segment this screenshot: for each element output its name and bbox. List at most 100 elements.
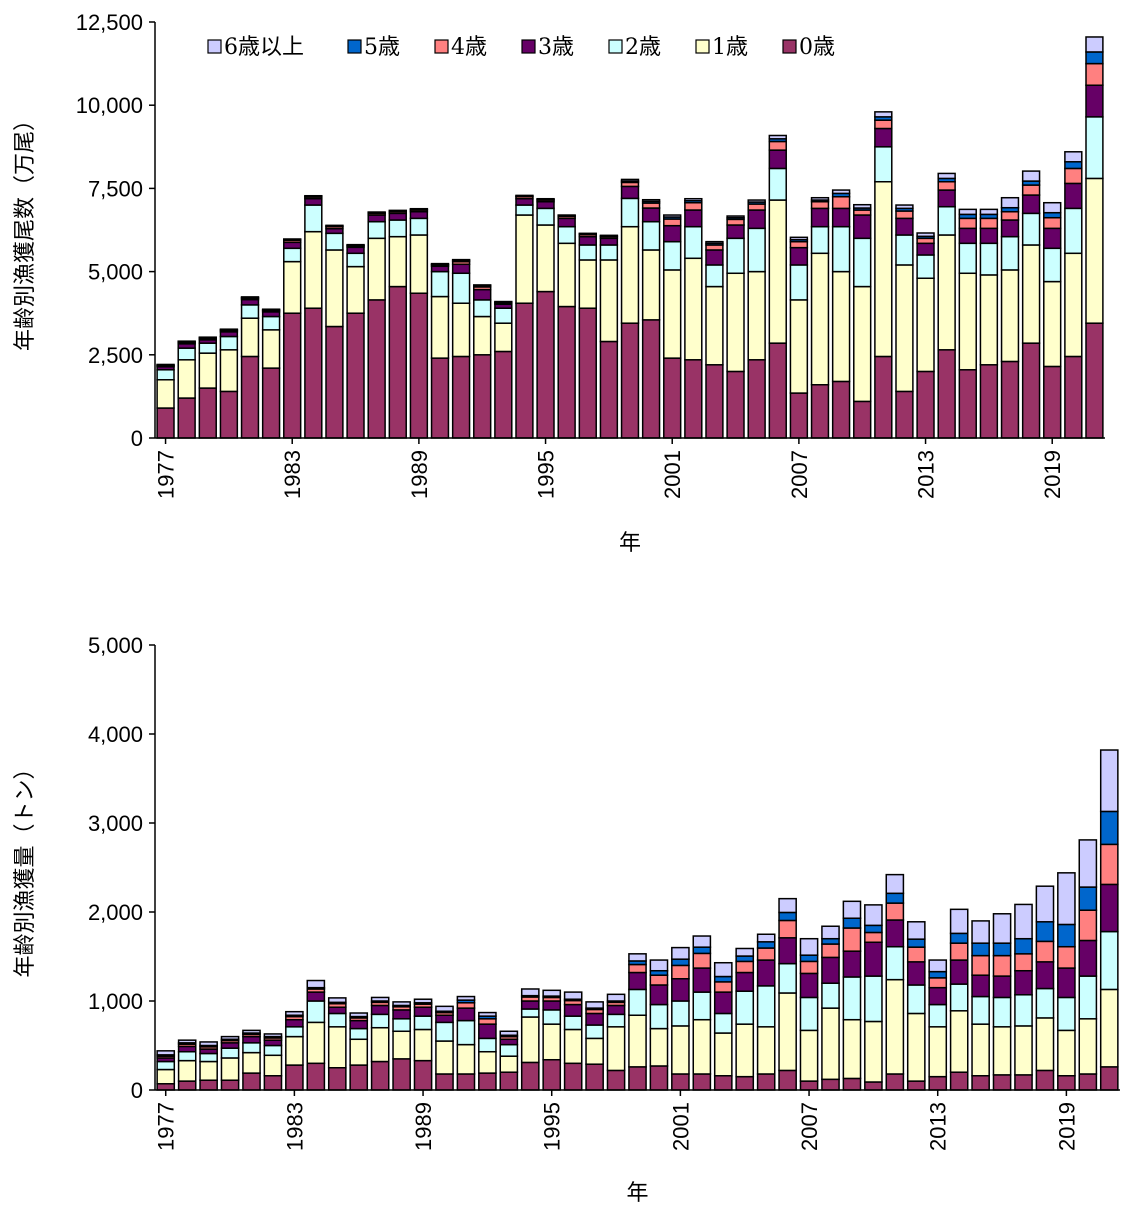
bar-segment: [684, 197, 703, 202]
bar-segment: [885, 1073, 905, 1091]
bar-segment: [1064, 151, 1083, 163]
bar-segment: [1000, 219, 1020, 238]
bar-segment: [810, 207, 830, 228]
bar-segment: [451, 302, 471, 358]
bar-segment: [692, 935, 712, 948]
bar-segment: [306, 1021, 326, 1065]
bar-segment: [756, 933, 776, 943]
bar-segment: [219, 335, 239, 351]
bar-segment: [916, 232, 935, 238]
bar-segment: [304, 307, 323, 439]
bar-segment: [641, 220, 661, 251]
legend-label: 3歳: [538, 35, 574, 60]
bar-segment: [456, 1043, 476, 1075]
bar-segment: [864, 941, 883, 977]
bar-segment: [1078, 886, 1098, 911]
bar-segment: [478, 1037, 497, 1053]
bar-segment: [979, 208, 999, 216]
bar-segment: [177, 1039, 197, 1044]
bar-segment: [663, 269, 682, 359]
bar-segment: [430, 270, 450, 298]
bar-segment: [705, 249, 724, 266]
bar-segment: [768, 140, 787, 151]
bar-segment: [563, 1015, 583, 1031]
bar-segment: [628, 1014, 647, 1068]
bar-segment: [1057, 1029, 1076, 1077]
bar-segment: [692, 967, 712, 993]
y-tick-label: 5,000: [88, 260, 143, 285]
legend-label: 5歳: [364, 35, 400, 60]
bar-segment: [992, 1074, 1012, 1091]
bar-segment: [735, 1075, 755, 1091]
bar-segment: [261, 308, 281, 311]
bar-segment: [789, 392, 809, 439]
bar-segment: [349, 1064, 369, 1091]
bar-segment: [874, 119, 893, 130]
bar-segment: [992, 996, 1012, 1028]
bar-segment: [853, 237, 872, 288]
bar-segment: [1014, 937, 1033, 955]
bar-segment: [671, 978, 690, 1002]
bar-segment: [937, 172, 956, 180]
bar-segment: [768, 342, 787, 439]
bar-segment: [346, 252, 365, 268]
bar-segment: [747, 203, 766, 211]
bar-segment: [641, 207, 661, 223]
bar-segment: [789, 299, 809, 394]
bar-segment: [242, 1029, 261, 1034]
bar-segment: [713, 961, 733, 978]
bar-segment: [1078, 939, 1098, 977]
bar-segment: [992, 1026, 1012, 1076]
x-tick-label: 1977: [154, 1102, 179, 1151]
x-tick-label: 2019: [1054, 1102, 1079, 1151]
bar-segment: [992, 954, 1012, 977]
legend-label: 1歳: [712, 35, 748, 60]
bar-segment: [240, 296, 260, 299]
bar-segment: [499, 1043, 519, 1057]
bar-segment: [778, 911, 797, 922]
bar-segment: [620, 197, 640, 228]
bar-segment: [831, 207, 851, 228]
bar-segment: [578, 307, 597, 439]
bar-segment: [585, 1063, 604, 1091]
bar-segment: [778, 992, 797, 1072]
bar-segment: [451, 263, 471, 275]
bar-segment: [649, 1003, 669, 1030]
bar-segment: [1021, 170, 1041, 182]
bar-segment: [971, 954, 990, 976]
bar-segment: [1057, 872, 1076, 926]
bar-segment: [726, 224, 745, 240]
bar-segment: [494, 300, 513, 303]
bar-segment: [456, 1073, 476, 1091]
bar-segment: [199, 1052, 218, 1063]
bar-segment: [671, 1000, 690, 1027]
bar-segment: [1099, 988, 1119, 1068]
bar-segment: [821, 925, 840, 940]
bar-segment: [1021, 244, 1041, 344]
bar-segment: [242, 1051, 261, 1074]
bar-segment: [713, 1075, 733, 1091]
bar-segment: [958, 369, 977, 439]
bar-segment: [821, 1007, 840, 1081]
bar-segment: [949, 959, 969, 985]
bar-segment: [692, 952, 712, 969]
bar-segment: [177, 1059, 197, 1082]
bar-segment: [1085, 62, 1104, 86]
bar-segment: [177, 1050, 197, 1062]
bar-segment: [349, 1012, 369, 1018]
bar-segment: [726, 237, 745, 275]
bar-segment: [156, 363, 175, 366]
bar-segment: [684, 257, 703, 361]
bar-segment: [1064, 161, 1083, 170]
bar-segment: [557, 214, 576, 217]
bar-segment: [430, 295, 450, 359]
bar-segment: [1099, 843, 1119, 886]
bar-segment: [906, 946, 926, 963]
bar-segment: [1085, 36, 1104, 53]
bar-segment: [756, 985, 776, 1028]
bar-segment: [1064, 252, 1083, 358]
bar-segment: [928, 1026, 948, 1078]
bar-segment: [641, 249, 661, 321]
bar-segment: [778, 937, 797, 965]
bar-segment: [409, 234, 429, 294]
